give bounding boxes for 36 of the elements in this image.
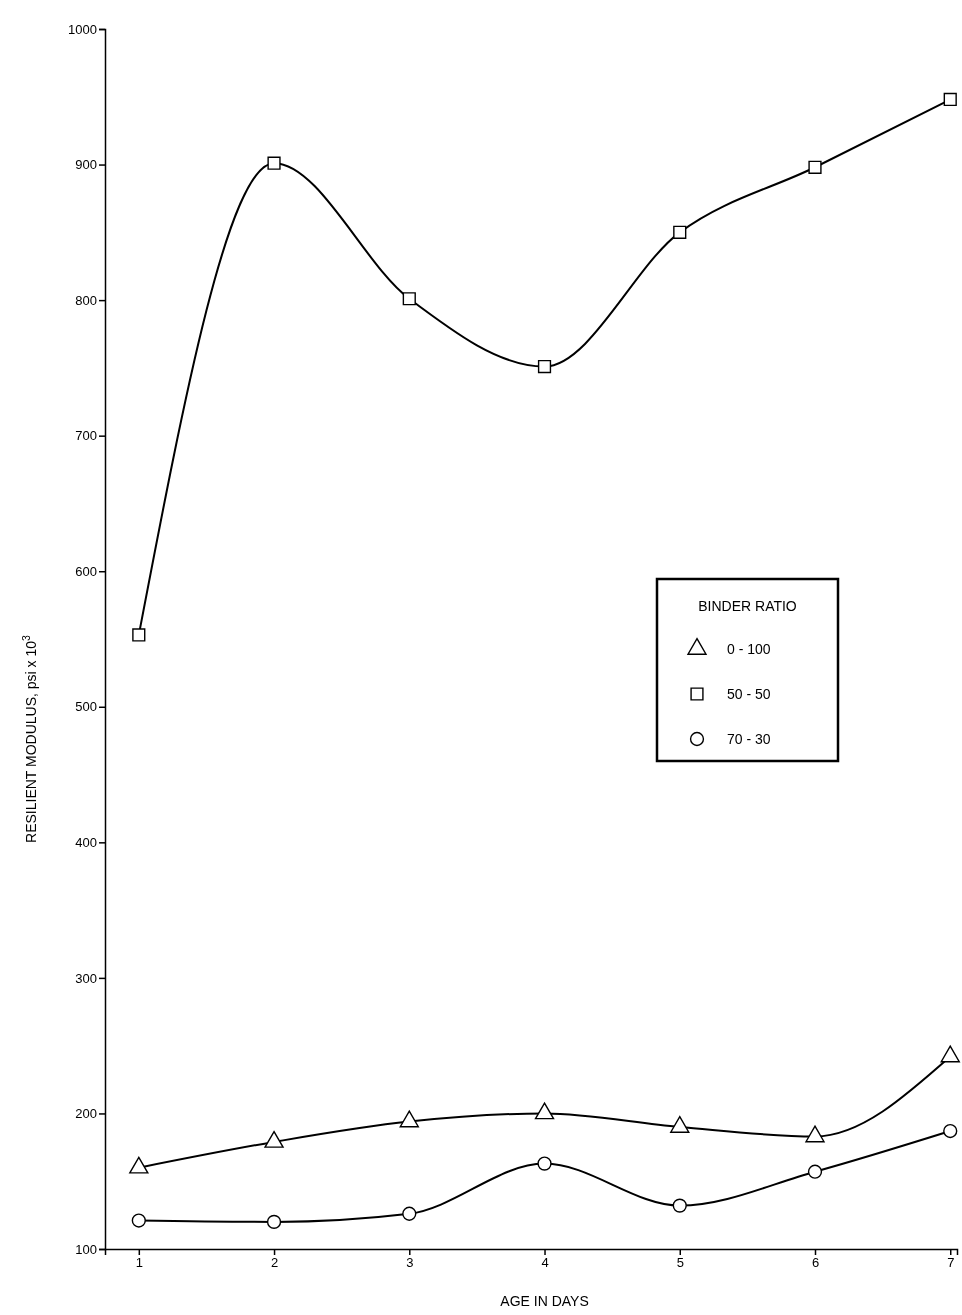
point [943,92,957,107]
y-tick-label: 400 [75,834,97,850]
point [267,156,281,170]
x-tick-label: 6 [811,1255,820,1271]
y-tick-label: 800 [75,292,97,308]
y-tick-label: 1000 [68,21,97,37]
y-tick-label: 100 [75,1241,97,1257]
y-tick-label: 900 [75,157,97,173]
point [131,1213,146,1228]
x-tick-label: 4 [541,1255,549,1271]
y-tick-label: 300 [75,970,97,986]
y-tick-label: 700 [75,428,97,444]
point [132,628,146,642]
point [537,359,552,374]
y-tick-label: 600 [75,563,97,579]
y-tick-label: 500 [75,699,97,715]
x-tick-label: 3 [406,1255,414,1271]
point [808,160,822,174]
point [943,1123,958,1139]
legend-label: 70 - 30 [727,731,771,747]
point [537,1156,552,1171]
point [402,292,416,306]
legend-label: 50 - 50 [727,686,771,702]
legend-label: 0 - 100 [727,641,771,657]
x-axis-title: AGE IN DAYS [500,1293,589,1309]
x-tick-label: 7 [947,1255,955,1271]
y-tick-label: 200 [75,1106,97,1122]
point [266,1214,282,1230]
legend-title: BINDER RATIO [698,598,797,614]
x-tick-label: 1 [135,1255,143,1271]
x-tick-label: 5 [676,1255,684,1271]
point [673,225,687,239]
point [807,1164,823,1179]
point [402,1206,417,1221]
point [672,1198,687,1213]
x-tick-label: 2 [270,1255,279,1271]
